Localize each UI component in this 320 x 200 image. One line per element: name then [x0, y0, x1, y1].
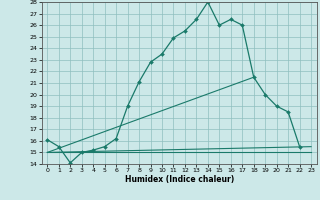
X-axis label: Humidex (Indice chaleur): Humidex (Indice chaleur)	[124, 175, 234, 184]
